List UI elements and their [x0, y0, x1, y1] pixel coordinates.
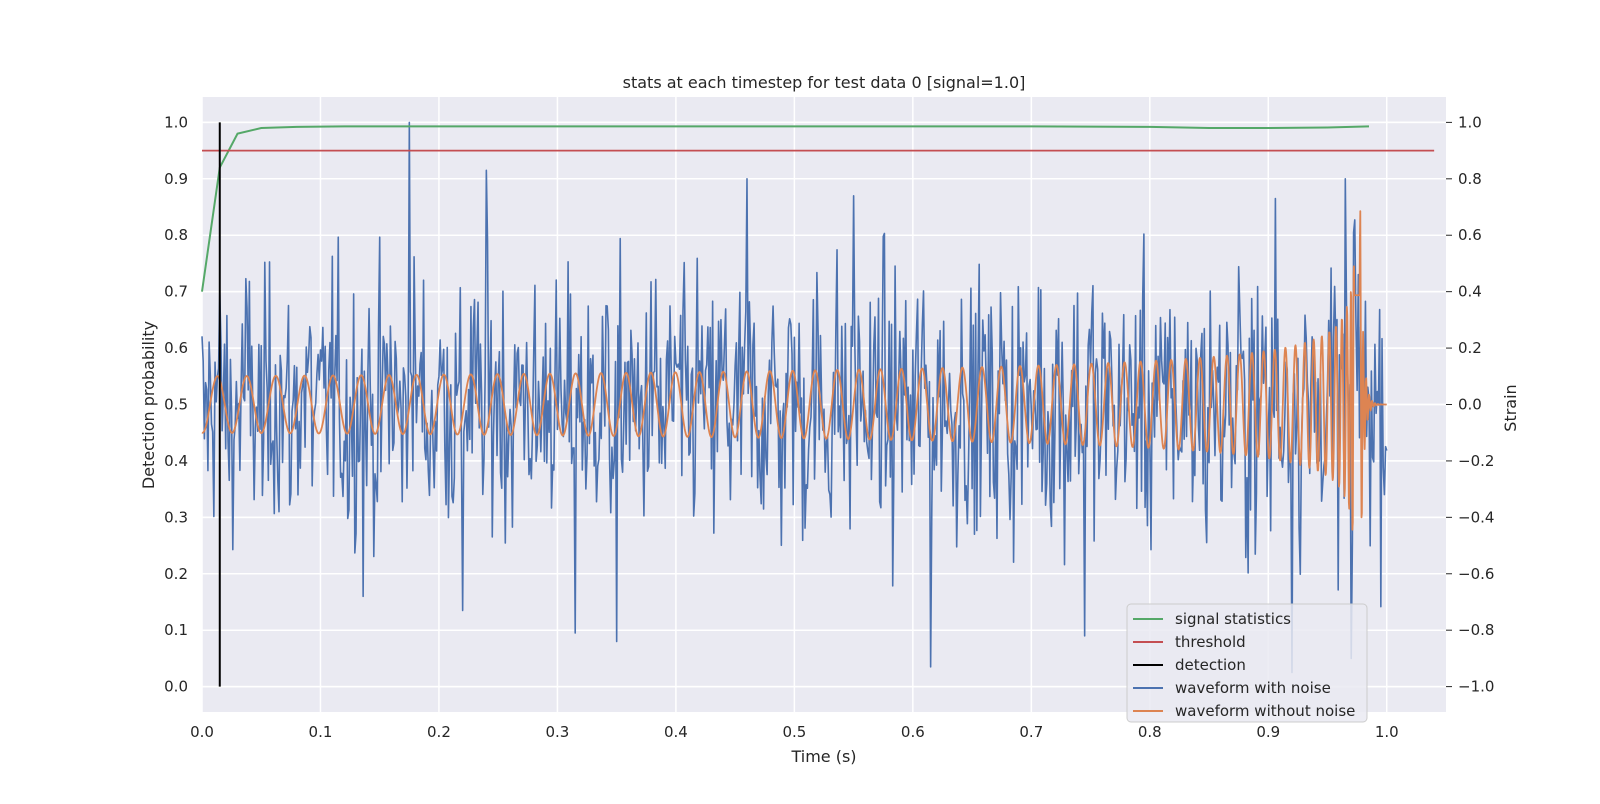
- legend-box: [1126, 603, 1368, 723]
- y-tick-label: 0.1: [164, 621, 188, 639]
- legend: signal statistics threshold detection wa…: [1126, 603, 1368, 723]
- y-tick-label: 0.6: [164, 339, 188, 357]
- legend-label-waveform-with-noise: waveform with noise: [1175, 679, 1331, 697]
- legend-label-threshold: threshold: [1175, 633, 1246, 651]
- y-tick-label: 0.9: [164, 170, 188, 188]
- y-right-tick-label: −0.4: [1458, 508, 1494, 526]
- y-tick-label: 1.0: [164, 113, 188, 131]
- y-tick-label: 0.7: [164, 283, 188, 301]
- legend-label-signal-statistics: signal statistics: [1175, 610, 1291, 628]
- legend-label-waveform-without-noise: waveform without noise: [1175, 702, 1355, 720]
- signal-statistics-line: [201, 125, 1370, 292]
- tick-labels: 0.0 0.1 0.2 0.3 0.4 0.5 0.6 0.7 0.8 0.9 1.0 0.0 0.1 0…: [164, 113, 1494, 741]
- x-tick-label: 0.6: [901, 723, 925, 741]
- legend-label-detection: detection: [1175, 656, 1246, 674]
- y-right-tick-label: −0.2: [1458, 452, 1494, 470]
- x-tick-label: 0.5: [782, 723, 806, 741]
- y-right-tick-label: 0.2: [1458, 339, 1482, 357]
- x-tick-label: 0.9: [1256, 723, 1280, 741]
- x-tick-label: 0.3: [545, 723, 569, 741]
- x-tick-label: 0.0: [190, 723, 214, 741]
- y-tick-label: 0.2: [164, 565, 188, 583]
- y-tick-label: 0.8: [164, 226, 188, 244]
- y-right-tick-label: 0.8: [1458, 170, 1482, 188]
- x-tick-label: 0.2: [427, 723, 451, 741]
- y-right-tick-label: −0.8: [1458, 621, 1494, 639]
- waveform-without-noise-line: [201, 210, 1388, 531]
- y-axis-label: Detection probability: [139, 321, 158, 489]
- x-tick-label: 0.1: [309, 723, 333, 741]
- y-right-tick-label: −1.0: [1458, 678, 1494, 696]
- x-axis-label: Time (s): [790, 747, 856, 766]
- chart-title: stats at each timestep for test data 0 […: [623, 73, 1026, 92]
- y-right-tick-label: 0.4: [1458, 283, 1482, 301]
- y-right-tick-label: 1.0: [1458, 113, 1482, 131]
- x-tick-label: 0.4: [664, 723, 688, 741]
- x-tick-label: 0.7: [1019, 723, 1043, 741]
- y-right-tick-label: 0.0: [1458, 396, 1482, 414]
- y-tick-label: 0.4: [164, 452, 188, 470]
- x-tick-label: 0.8: [1138, 723, 1162, 741]
- y-tick-label: 0.3: [164, 508, 188, 526]
- y-right-tick-label: −0.6: [1458, 565, 1494, 583]
- series-layer: [201, 121, 1435, 687]
- x-tick-label: 1.0: [1375, 723, 1399, 741]
- y-tick-label: 0.5: [164, 396, 188, 414]
- y-tick-label: 0.0: [164, 678, 188, 696]
- y-right-tick-label: 0.6: [1458, 226, 1482, 244]
- y-axis-right-label: Strain: [1501, 384, 1520, 431]
